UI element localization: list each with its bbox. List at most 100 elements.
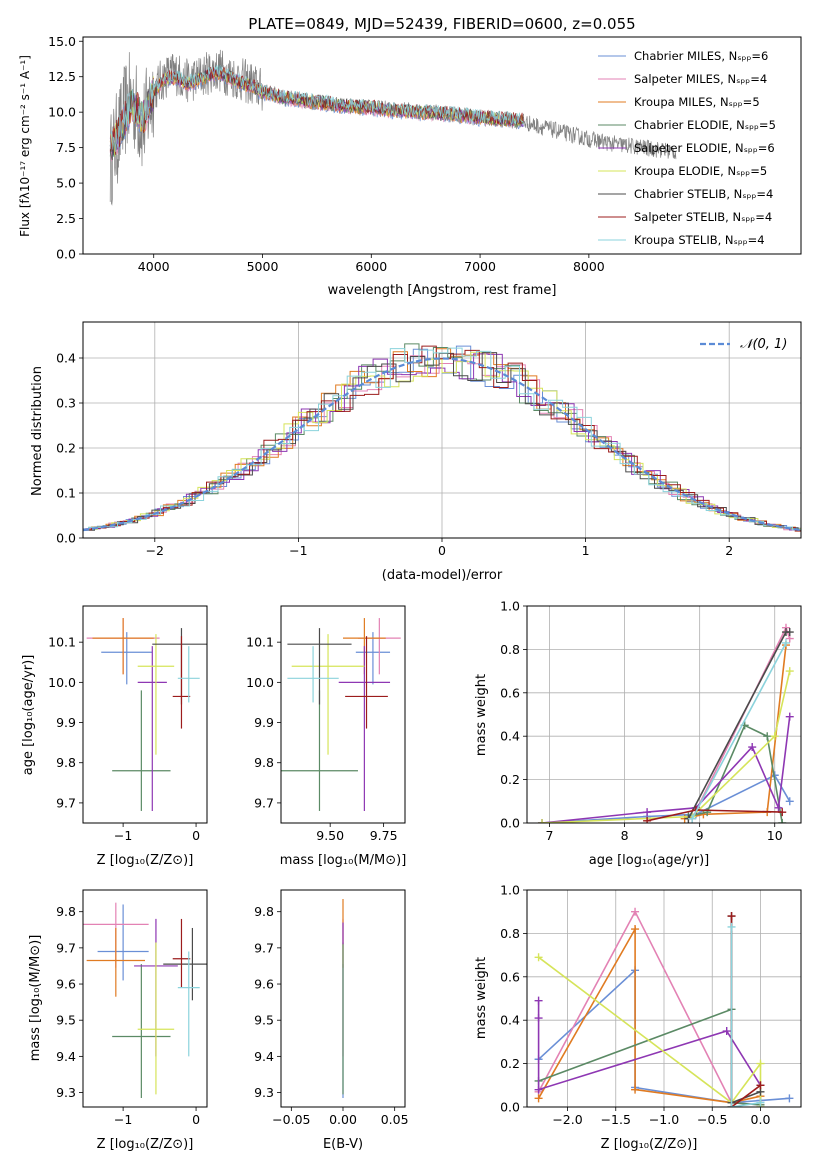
series-marker — [785, 667, 794, 676]
y-tick-label: 0.0 — [500, 816, 520, 831]
series-marker — [785, 628, 794, 637]
series-marker — [763, 732, 772, 741]
y-tick-label: 9.5 — [254, 1013, 274, 1028]
y-tick-label: 15.0 — [48, 34, 76, 49]
y-tick-label: 9.7 — [56, 795, 76, 810]
axes-frame — [280, 605, 406, 824]
y-tick-label: 0.2 — [500, 772, 520, 787]
y-tick-label: 9.9 — [254, 715, 274, 730]
spectrum-panel: PLATE=0849, MJD=52439, FIBERID=0600, z=0… — [18, 15, 802, 298]
series-line-0 — [538, 968, 790, 1104]
series-marker — [785, 1094, 794, 1103]
x-tick-label: −2 — [146, 543, 164, 558]
y-tick-label: 9.5 — [56, 1013, 76, 1028]
x-tick-label: 10 — [767, 828, 783, 843]
x-tick-label: 4000 — [138, 259, 170, 274]
spectrum-xlabel: wavelength [Angstrom, rest frame] — [328, 283, 557, 298]
massweight-vs-z-panel: −2.0 −1.5 −1.0 −0.5 0.0 0.0 0.2 0.4 0.6 0.8 1.0 Z … — [474, 883, 802, 1152]
spectrum-legend: Chabrier MILES, Nₛₚₚ=6 Salpeter MILES, Nₛ… — [598, 49, 776, 247]
series-marker — [727, 922, 736, 931]
residual-histogram-5 — [83, 351, 801, 530]
series-marker — [727, 912, 736, 921]
series-marker — [534, 1014, 543, 1023]
residuals-ylabel: Normed distribution — [30, 366, 45, 496]
y-tick-label: 10.0 — [48, 105, 76, 120]
legend-label: Kroupa ELODIE, Nₛₚₚ=5 — [634, 164, 767, 178]
x-tick-label: 0 — [192, 1112, 200, 1127]
y-tick-label: 0.6 — [500, 969, 520, 984]
x-tick-label: −2.0 — [552, 1112, 582, 1127]
mass-vs-z-panel: −1 0 9.3 9.4 9.5 9.6 9.7 9.8 Z [log₁₀(Z/Z⊙)] ma… — [28, 889, 208, 1152]
y-tick-label: 0.4 — [500, 729, 520, 744]
x-tick-label: 6000 — [355, 259, 387, 274]
plot-area — [83, 902, 207, 1098]
plot-area — [83, 343, 801, 532]
data-spectrum — [109, 49, 677, 206]
legend-label: Chabrier STELIB, Nₛₚₚ=4 — [634, 187, 773, 201]
series-marker — [722, 1027, 731, 1036]
massweight-vs-z-xlabel: Z [log₁₀(Z/Z⊙)] — [601, 1137, 698, 1152]
x-tick-label: 7000 — [464, 259, 496, 274]
massweight-vs-age-panel: 7 8 9 10 0.0 0.2 0.4 0.6 0.8 1.0 age [log₁₀(age/y… — [474, 599, 802, 868]
age-vs-z-ylabel: age [log₁₀(age/yr)] — [21, 655, 36, 776]
y-tick-label: 10.1 — [48, 635, 76, 650]
plot-area — [538, 623, 794, 823]
series-line-5 — [541, 670, 791, 823]
y-tick-label: 9.8 — [254, 755, 274, 770]
legend-label: Kroupa STELIB, Nₛₚₚ=4 — [634, 233, 765, 247]
y-tick-label: 9.4 — [254, 1049, 274, 1064]
age-vs-mass-xlabel: mass [log₁₀(M/M⊙)] — [280, 853, 407, 868]
y-tick-label: 1.0 — [500, 599, 520, 614]
massweight-vs-age-xlabel: age [log₁₀(age/yr)] — [589, 853, 710, 868]
y-tick-label: 9.4 — [56, 1049, 76, 1064]
y-tick-label: 1.0 — [500, 883, 520, 898]
y-tick-label: 0.1 — [56, 486, 76, 501]
y-tick-label: 0.6 — [500, 685, 520, 700]
x-tick-label: 0.0 — [751, 1112, 771, 1127]
x-tick-label: −1.5 — [601, 1112, 631, 1127]
x-tick-label: 8 — [621, 828, 629, 843]
x-tick-label: 8000 — [573, 259, 605, 274]
series-marker — [534, 996, 543, 1005]
plot-area — [534, 907, 794, 1107]
y-tick-label: 9.7 — [254, 940, 274, 955]
legend-label: Salpeter ELODIE, Nₛₚₚ=6 — [634, 141, 775, 155]
series-marker — [748, 743, 757, 752]
legend-label: Chabrier MILES, Nₛₚₚ=6 — [634, 49, 768, 63]
legend-label: Salpeter MILES, Nₛₚₚ=4 — [634, 72, 767, 86]
series-marker — [534, 1085, 543, 1094]
x-tick-label: −1 — [289, 543, 307, 558]
series-marker — [778, 819, 787, 823]
y-tick-label: 9.6 — [56, 977, 76, 992]
mass-vs-ebv-xlabel: E(B-V) — [323, 1137, 363, 1152]
mass-vs-z-ylabel: mass [log₁₀(M/M⊙)] — [28, 935, 43, 1062]
y-tick-label: 5.0 — [56, 176, 76, 191]
x-tick-label: 0 — [192, 828, 200, 843]
x-tick-label: 0.00 — [329, 1112, 357, 1127]
series-marker — [688, 814, 697, 823]
y-tick-label: 9.3 — [254, 1085, 274, 1100]
spectrum-title: PLATE=0849, MJD=52439, FIBERID=0600, z=0… — [248, 15, 635, 33]
series-marker — [631, 925, 640, 934]
series-line-4 — [537, 1000, 762, 1091]
series-marker — [534, 1094, 543, 1103]
series-marker — [785, 712, 794, 721]
x-tick-label: −1.0 — [649, 1112, 679, 1127]
residuals-legend: 𝒩(0, 1) — [700, 337, 787, 352]
plot-area — [281, 618, 401, 811]
y-tick-label: 9.9 — [56, 715, 76, 730]
legend-label: Kroupa MILES, Nₛₚₚ=5 — [634, 95, 760, 109]
mass-vs-ebv-panel: −0.05 0.00 0.05 9.3 9.4 9.5 9.6 9.7 9.8 E(B-V) — [254, 889, 409, 1152]
age-vs-mass-panel: 9.50 9.75 9.7 9.8 9.9 10.0 10.1 mass [log₁₀(M/… — [246, 605, 407, 868]
series-line-2 — [537, 926, 761, 1104]
legend-label: Salpeter STELIB, Nₛₚₚ=4 — [634, 210, 772, 224]
x-tick-label: −1 — [114, 828, 132, 843]
x-tick-label: 5000 — [247, 259, 279, 274]
y-tick-label: 9.8 — [56, 755, 76, 770]
y-tick-label: 0.0 — [56, 247, 76, 262]
y-tick-label: 2.5 — [56, 211, 76, 226]
axes-frame — [526, 605, 802, 824]
series-marker — [727, 1103, 736, 1107]
y-tick-label: 0.2 — [56, 441, 76, 456]
axes-frame — [82, 605, 208, 824]
